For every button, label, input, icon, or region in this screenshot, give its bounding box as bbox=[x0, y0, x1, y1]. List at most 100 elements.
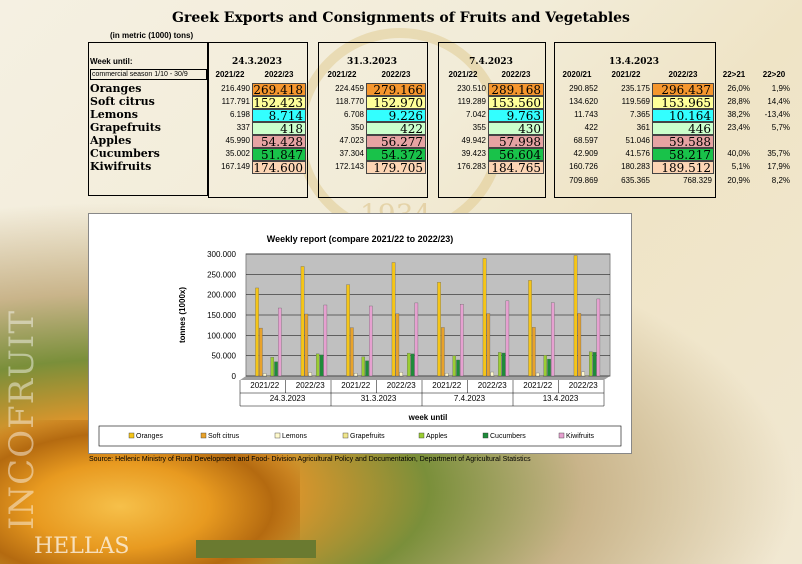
table-cell: 172.143 bbox=[335, 162, 364, 171]
pct-cell bbox=[756, 135, 792, 147]
x-week-label: 31.3.2023 bbox=[361, 394, 397, 403]
table-cell: 59.588 bbox=[652, 135, 714, 148]
table-cell: 68.597 bbox=[573, 136, 598, 145]
bar bbox=[505, 300, 510, 377]
bar bbox=[494, 375, 498, 377]
x-season-label: 2022/23 bbox=[296, 381, 325, 390]
table-cell: 289.168 bbox=[488, 83, 544, 96]
period-season-header: 2020/21 bbox=[562, 70, 592, 79]
legend-label: Oranges bbox=[136, 433, 163, 440]
bar bbox=[399, 372, 403, 377]
table-cell: 350 bbox=[350, 123, 364, 132]
bar bbox=[437, 282, 441, 377]
pct-cell: 28,8% bbox=[727, 97, 750, 106]
table-cell: 180.283 bbox=[621, 162, 650, 171]
table-cell: 49.942 bbox=[461, 136, 486, 145]
bar bbox=[262, 373, 267, 377]
period-date: 24.3.2023 bbox=[231, 57, 283, 67]
table-cell: 167.149 bbox=[221, 162, 250, 171]
bar bbox=[551, 302, 555, 377]
table-cell: 361 bbox=[636, 123, 650, 132]
table-cell: 6.198 bbox=[229, 110, 250, 119]
bar bbox=[535, 372, 540, 377]
bar bbox=[350, 327, 354, 377]
bar bbox=[588, 351, 593, 377]
table-cell: 10.164 bbox=[652, 109, 714, 122]
y-axis-label: tonnes (1000x) bbox=[178, 287, 187, 343]
x-week-label: 7.4.2023 bbox=[454, 394, 486, 403]
table-cell: 117.791 bbox=[221, 97, 250, 106]
source-note: Source: Hellenic Ministry of Rural Devel… bbox=[89, 456, 531, 463]
period-season-header: 2021/22 bbox=[448, 70, 478, 79]
table-cell: 179.705 bbox=[366, 161, 426, 174]
bar bbox=[543, 355, 547, 377]
table-cell: 184.765 bbox=[488, 161, 544, 174]
table-cell: 56.604 bbox=[488, 148, 544, 161]
bar bbox=[532, 327, 536, 377]
bar bbox=[361, 356, 365, 377]
period-date: 7.4.2023 bbox=[469, 57, 513, 67]
bar bbox=[482, 258, 487, 377]
period-date: 31.3.2023 bbox=[346, 57, 398, 67]
table-frame-period bbox=[438, 42, 546, 198]
brand-bottom: HELLAS bbox=[34, 534, 130, 559]
bar bbox=[414, 302, 419, 377]
period-season-header: 2022/23 bbox=[668, 70, 698, 79]
season-label: commercial season 1/10 - 30/9 bbox=[90, 69, 207, 80]
bar bbox=[300, 266, 305, 377]
table-cell: 54.372 bbox=[366, 148, 426, 161]
table-cell: 422 bbox=[584, 123, 598, 132]
bar bbox=[452, 355, 456, 377]
table-cell: 6.708 bbox=[343, 110, 364, 119]
bar bbox=[573, 255, 578, 377]
legend-swatch bbox=[200, 432, 207, 439]
table-cell: 58.217 bbox=[652, 148, 714, 161]
bar bbox=[410, 353, 415, 377]
table-cell: 37.304 bbox=[339, 149, 364, 158]
brand-vertical: INCOFRUIT bbox=[2, 309, 42, 530]
pct-cell: 40,0% bbox=[727, 149, 750, 158]
table-cell: 269.418 bbox=[252, 83, 306, 96]
bar bbox=[441, 327, 445, 377]
product-name: Soft citrus bbox=[90, 95, 155, 108]
table-cell: 174.600 bbox=[252, 161, 306, 174]
y-tick-label: 250.000 bbox=[207, 270, 236, 279]
pct-cell: 26,0% bbox=[727, 84, 750, 93]
bar bbox=[547, 358, 551, 377]
table-cell: 42.909 bbox=[573, 149, 598, 158]
pct-header: 22>20 bbox=[762, 70, 786, 79]
period-date: 13.4.2023 bbox=[608, 57, 660, 67]
legend bbox=[98, 425, 622, 447]
x-axis-label: week until bbox=[408, 413, 448, 422]
x-season-label: 2021/22 bbox=[523, 381, 552, 390]
table-cell: 7.365 bbox=[629, 110, 650, 119]
bar bbox=[312, 375, 316, 377]
bar bbox=[391, 262, 396, 377]
pct-cell: 35,7% bbox=[767, 149, 790, 158]
table-cell: 41.576 bbox=[625, 149, 650, 158]
table-cell: 160.726 bbox=[569, 162, 598, 171]
page-title: Greek Exports and Consignments of Fruits… bbox=[172, 10, 630, 26]
y-tick-label: 0 bbox=[232, 372, 237, 381]
total-cell: 709.869 bbox=[569, 176, 598, 185]
x-season-label: 2022/23 bbox=[569, 381, 598, 390]
table-cell: 153.560 bbox=[488, 96, 544, 109]
bar bbox=[323, 304, 328, 377]
total-pct-cell: 8,2% bbox=[771, 176, 790, 185]
table-frame-period bbox=[208, 42, 308, 198]
week-until-label: Week until: bbox=[90, 57, 133, 66]
table-cell: 51.046 bbox=[625, 136, 650, 145]
table-cell: 9.226 bbox=[366, 109, 426, 122]
x-season-label: 2022/23 bbox=[387, 381, 416, 390]
pct-cell: 23,4% bbox=[727, 123, 750, 132]
table-cell: 430 bbox=[488, 122, 544, 135]
table-cell: 279.166 bbox=[366, 83, 426, 96]
bar bbox=[308, 372, 312, 377]
bar bbox=[585, 375, 589, 377]
y-tick-label: 300.000 bbox=[207, 250, 236, 259]
table-cell: 290.852 bbox=[569, 84, 598, 93]
pct-cell: 38,2% bbox=[727, 110, 750, 119]
bar bbox=[448, 375, 453, 377]
bar bbox=[592, 352, 597, 377]
table-cell: 418 bbox=[252, 122, 306, 135]
